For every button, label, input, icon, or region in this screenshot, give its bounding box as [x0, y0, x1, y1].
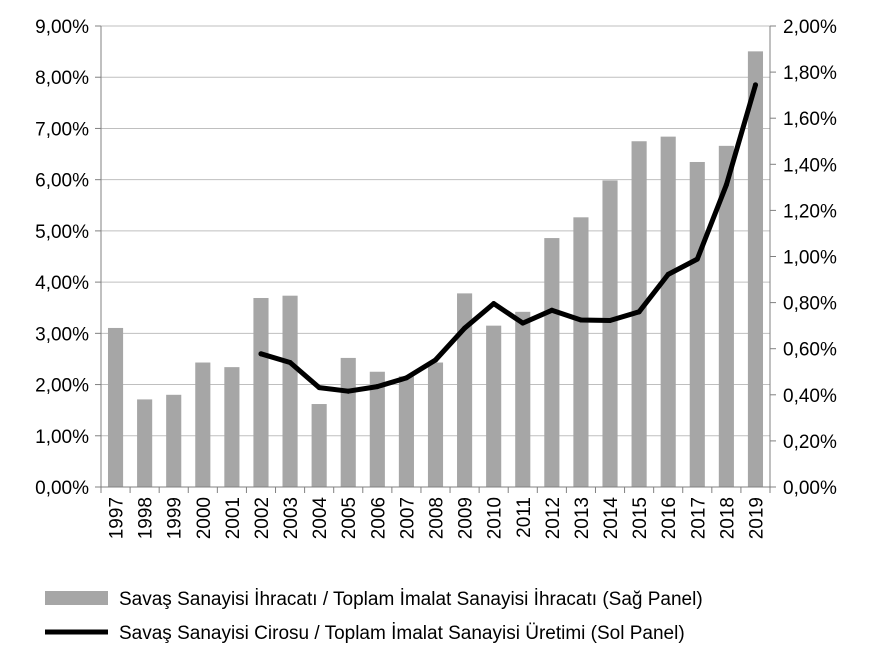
- line-point-2018: [723, 182, 729, 188]
- bar-1997: [107, 327, 124, 487]
- line-point-2005: [345, 388, 351, 394]
- left-tick-label-6: 6,00%: [35, 171, 89, 192]
- left-tick-label-9: 9,00%: [35, 17, 89, 38]
- x-tick-label-2017: 2017: [688, 497, 709, 539]
- x-axis-ticks: 1997 1998 1999 2000 2001 2002 2003 2004 2005 2006…: [107, 497, 768, 540]
- left-tick-label-5: 5,00%: [35, 222, 89, 243]
- x-tick-label-2015: 2015: [630, 497, 651, 539]
- right-tick-label-7: 1,40%: [783, 155, 837, 176]
- left-tick-label-1: 1,00%: [35, 427, 89, 448]
- x-tick-label-2011: 2011: [514, 497, 535, 538]
- bar-2011: [515, 311, 531, 487]
- x-tick-label-2018: 2018: [717, 497, 738, 539]
- line-point-2016: [665, 271, 671, 277]
- line-point-2007: [403, 375, 409, 381]
- bar-2016: [660, 136, 676, 487]
- right-tick-label-9: 1,80%: [783, 63, 837, 84]
- line-point-2002: [258, 351, 264, 357]
- bar-2008: [427, 362, 444, 487]
- x-tick-label-2007: 2007: [397, 497, 418, 539]
- bar-series: [107, 51, 764, 488]
- right-tick-label-5: 1,00%: [783, 248, 837, 269]
- bar-2000: [195, 362, 211, 487]
- legend-bar-swatch: [45, 591, 108, 605]
- bar-2003: [282, 295, 298, 487]
- right-tick-label-10: 2,00%: [783, 17, 837, 38]
- line-point-2014: [607, 318, 613, 324]
- bar-2001: [224, 367, 240, 487]
- x-tick-label-2009: 2009: [456, 497, 477, 539]
- line-point-2009: [462, 325, 468, 331]
- right-tick-label-8: 1,60%: [783, 109, 837, 130]
- bar-2005: [340, 357, 356, 487]
- bar-2013: [573, 217, 589, 487]
- x-tick-label-1999: 1999: [165, 497, 186, 539]
- x-tick-label-2013: 2013: [572, 497, 593, 539]
- x-tick-label-2004: 2004: [310, 497, 331, 540]
- left-tick-label-8: 8,00%: [35, 68, 89, 89]
- x-tick-label-1997: 1997: [107, 497, 128, 539]
- line-point-2003: [287, 360, 293, 366]
- right-tick-label-4: 0,80%: [783, 294, 837, 315]
- x-tick-label-2003: 2003: [281, 497, 302, 539]
- bar-2014: [602, 180, 618, 487]
- x-tick-label-2008: 2008: [427, 497, 448, 539]
- right-tick-label-0: 0,00%: [783, 478, 837, 499]
- left-tick-label-2: 2,00%: [35, 376, 89, 397]
- left-axis-ticks: 0,00% 1,00% 2,00% 3,00% 4,00% 5,00% 6,00% 7,00%…: [35, 17, 89, 499]
- x-tick-label-2012: 2012: [543, 497, 564, 539]
- bar-2004: [311, 404, 327, 487]
- line-point-2017: [694, 256, 700, 262]
- line-point-2011: [520, 320, 526, 326]
- x-tick-label-2005: 2005: [339, 497, 360, 539]
- left-tick-label-4: 4,00%: [35, 273, 89, 294]
- legend: Savaş Sanayisi İhracatı / Toplam İmalat …: [45, 589, 703, 644]
- bar-2002: [253, 297, 269, 487]
- x-tick-label-2014: 2014: [601, 497, 622, 540]
- line-point-2019: [752, 82, 758, 88]
- bar-2017: [689, 161, 705, 487]
- x-tick-label-2019: 2019: [747, 497, 768, 539]
- bar-2018: [718, 145, 734, 488]
- axes: [95, 25, 776, 493]
- bar-2009: [457, 293, 473, 487]
- x-tick-label-1998: 1998: [136, 497, 157, 539]
- right-axis-ticks: 0,00% 0,20% 0,40% 0,60% 0,80% 1,00% 1,20% 1,40%…: [783, 17, 837, 499]
- right-tick-label-6: 1,20%: [783, 201, 837, 222]
- right-tick-label-2: 0,40%: [783, 386, 837, 407]
- line-point-2010: [491, 301, 497, 307]
- bar-2010: [486, 325, 502, 487]
- line-point-2015: [636, 309, 642, 315]
- bar-2019: [747, 51, 764, 487]
- bar-1999: [166, 394, 182, 487]
- x-tick-label-2006: 2006: [368, 497, 389, 539]
- left-tick-label-3: 3,00%: [35, 324, 89, 345]
- bar-2006: [369, 371, 385, 487]
- left-tick-label-7: 7,00%: [35, 119, 89, 140]
- line-series: [258, 82, 758, 394]
- x-tick-label-2002: 2002: [252, 497, 273, 539]
- left-tick-label-0: 0,00%: [35, 478, 89, 499]
- x-tick-label-2000: 2000: [194, 497, 215, 539]
- legend-bar-label: Savaş Sanayisi İhracatı / Toplam İmalat …: [119, 589, 703, 610]
- line-point-2008: [433, 357, 438, 363]
- x-tick-label-2001: 2001: [223, 497, 244, 539]
- line-point-2006: [374, 384, 380, 390]
- gridlines: [101, 25, 770, 488]
- right-tick-label-3: 0,60%: [783, 340, 837, 361]
- x-tick-label-2016: 2016: [659, 497, 680, 539]
- x-tick-label-2010: 2010: [485, 497, 506, 539]
- legend-line-label: Savaş Sanayisi Cirosu / Toplam İmalat Sa…: [119, 623, 685, 644]
- bar-2007: [398, 376, 414, 487]
- right-tick-label-1: 0,20%: [783, 432, 837, 453]
- line-point-2013: [578, 317, 584, 323]
- bar-1998: [137, 399, 153, 487]
- line-point-2004: [316, 385, 322, 391]
- bar-2012: [544, 238, 560, 487]
- line-path: [258, 82, 758, 394]
- line-point-2012: [549, 307, 555, 313]
